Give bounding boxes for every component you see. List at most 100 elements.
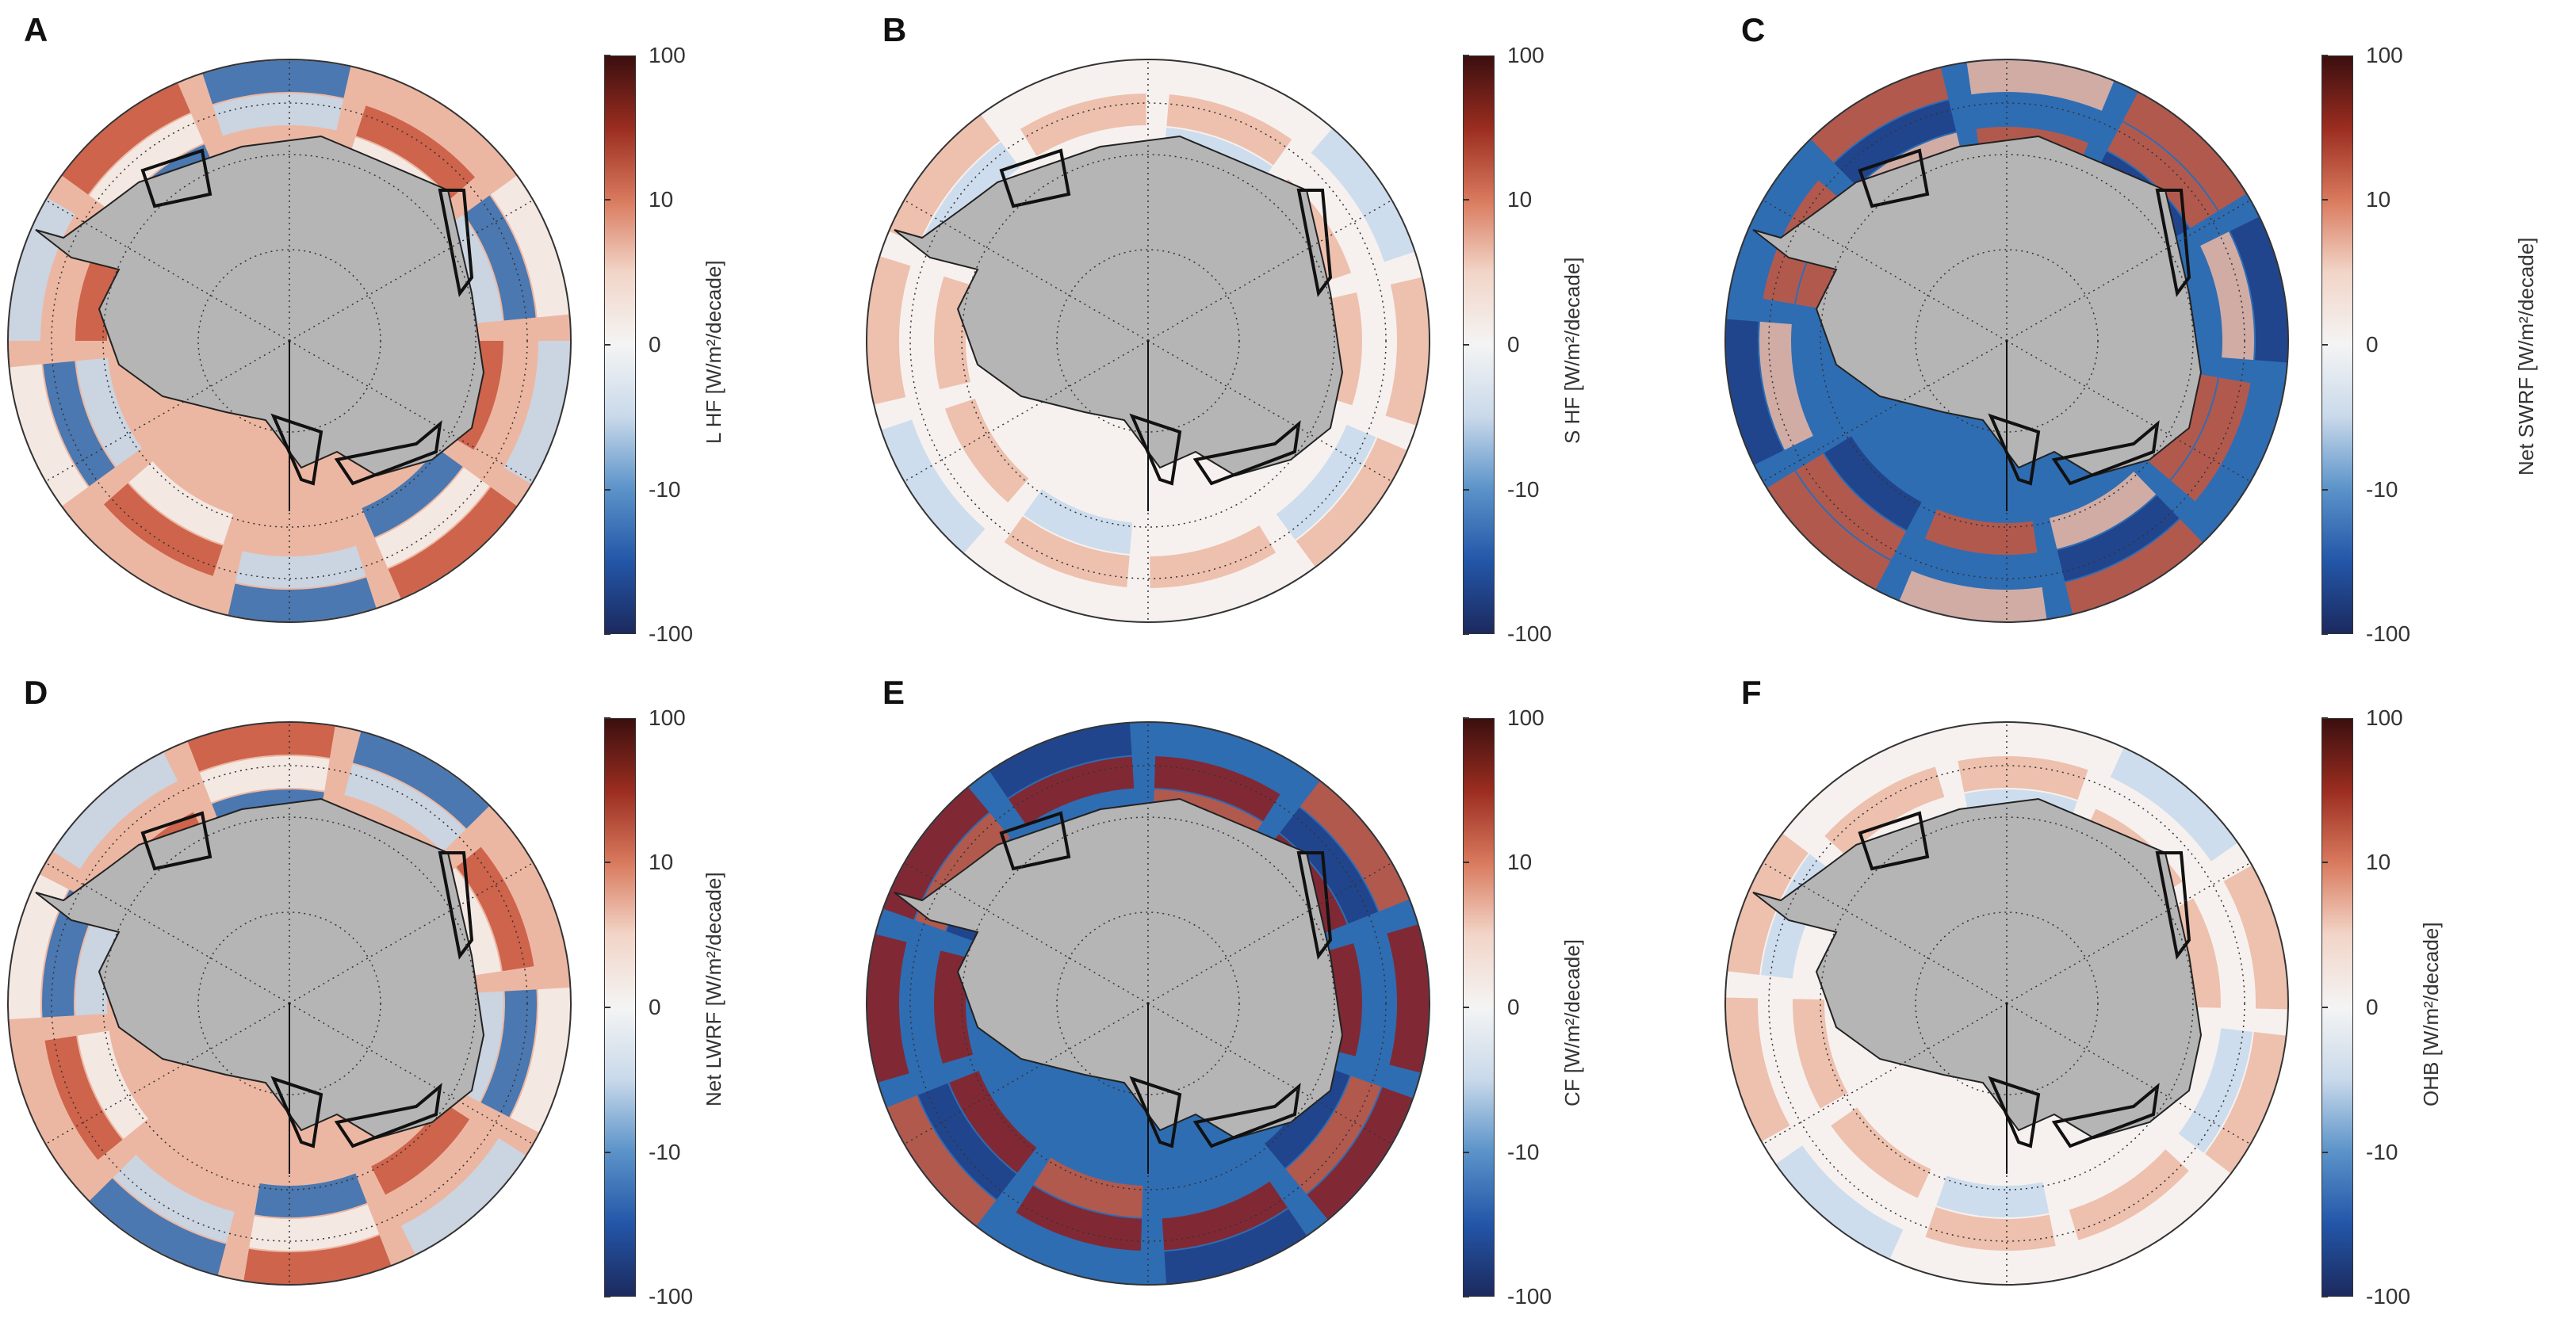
- region-box: [438, 189, 474, 297]
- panel-letter: C: [1741, 11, 1766, 48]
- region-box: [2051, 420, 2160, 486]
- graticule: [904, 59, 1392, 622]
- colorbar-tick-label: 10: [1507, 850, 1533, 874]
- colorbar-tick-label: -10: [649, 477, 681, 502]
- colorbar-tick-label: 100: [1507, 705, 1544, 730]
- panel-letter: E: [882, 674, 905, 711]
- polar-map: [866, 59, 1430, 623]
- region-box: [270, 413, 323, 486]
- region-box: [1988, 413, 2041, 486]
- colorbar-tick-label: 100: [1507, 43, 1544, 67]
- colorbar-tick-label: 100: [2366, 705, 2403, 730]
- colorbar-tick-label: 0: [649, 995, 661, 1019]
- colorbar-tick-label: -10: [649, 1140, 681, 1164]
- colorbar-tick-mark: [1463, 1152, 1469, 1153]
- colorbar-tick-mark: [604, 1007, 611, 1008]
- panel-a: A 100 10 0 -10 -100 L HF [W/m²/decade]: [0, 0, 859, 663]
- map-border: [1724, 59, 2289, 623]
- colorbar-tick-label: 10: [1507, 187, 1533, 212]
- colorbar-tick-label: 0: [649, 332, 661, 357]
- region-box: [2155, 189, 2191, 297]
- colorbar-tick-label: -10: [1507, 1140, 1540, 1164]
- polar-map: [1724, 59, 2289, 623]
- colorbar-label: L HF [W/m²/decade]: [702, 260, 725, 444]
- panel-letter: A: [24, 11, 48, 48]
- graticule: [904, 722, 1392, 1285]
- polar-map: [7, 721, 572, 1286]
- colorbar-tick-label: -100: [2366, 1284, 2411, 1309]
- colorbar-tick-label: 10: [649, 187, 674, 212]
- colorbar-tick-mark: [604, 55, 611, 56]
- antarctica-landmass: [35, 135, 485, 477]
- colorbar-tick-label: 100: [2366, 43, 2403, 67]
- colorbar-tick-label: 10: [2366, 850, 2391, 874]
- colorbar-label: Net LWRF [W/m²/decade]: [702, 872, 725, 1106]
- map-border: [1724, 721, 2289, 1286]
- colorbar-tick-label: 0: [2366, 995, 2379, 1019]
- map-border: [866, 721, 1430, 1286]
- region-box: [1988, 1076, 2041, 1148]
- colorbar-tick-mark: [2321, 489, 2328, 491]
- colorbar-tick-mark: [604, 199, 611, 201]
- colorbar-tick-mark: [1463, 633, 1469, 635]
- colorbar-tick-mark: [1463, 344, 1469, 346]
- colorbar-tick-mark: [1463, 489, 1469, 491]
- region-box: [1192, 420, 1301, 486]
- colorbar-tick-mark: [1463, 55, 1469, 56]
- polar-map: [866, 721, 1430, 1286]
- panel-letter: D: [24, 674, 48, 711]
- panel-b: B 100 10 0 -10 -100 S HF [W/m²/decade]: [859, 0, 1717, 663]
- panel-d: D 100 10 0 -10 -100 Net LWRF [W/m²/decade]: [0, 663, 859, 1325]
- panel-letter: F: [1741, 674, 1762, 711]
- colorbar-tick-mark: [604, 344, 611, 346]
- graticule: [1763, 722, 2251, 1285]
- colorbar-tick-label: -100: [2366, 621, 2411, 646]
- region-box: [1858, 811, 1930, 871]
- colorbar-label: Net SWRF [W/m²/decade]: [2514, 237, 2538, 476]
- colorbar-tick-mark: [2321, 1152, 2328, 1153]
- polar-map: [7, 59, 572, 623]
- colorbar-tick-mark: [2321, 862, 2328, 863]
- colorbar-tick-label: 10: [649, 850, 674, 874]
- panel-c: C 100 10 0 -10 -100 Net SWRF [W/m²/decade]: [1717, 0, 2576, 663]
- region-box: [140, 811, 212, 871]
- colorbar-tick-mark: [1463, 199, 1469, 201]
- colorbar-tick-mark: [1463, 717, 1469, 719]
- antarctica-landmass: [1752, 135, 2203, 477]
- map-border: [7, 59, 572, 623]
- region-box: [1858, 148, 1930, 208]
- colorbar-tick-label: -100: [649, 1284, 694, 1309]
- region-box: [1129, 1076, 1182, 1148]
- colorbar-tick-mark: [2321, 1296, 2328, 1297]
- colorbar-label: CF [W/m²/decade]: [1560, 939, 1584, 1106]
- colorbar-label: OHB [W/m²/decade]: [2419, 922, 2443, 1106]
- colorbar-tick-mark: [2321, 717, 2328, 719]
- colorbar-tick-mark: [604, 717, 611, 719]
- graticule: [1763, 59, 2251, 622]
- colorbar-tick-label: 100: [649, 705, 686, 730]
- colorbar-tick-mark: [604, 489, 611, 491]
- colorbar-tick-mark: [2321, 344, 2328, 346]
- colorbar-tick-label: -10: [1507, 477, 1540, 502]
- region-box: [270, 1076, 323, 1148]
- antarctica-landmass: [35, 797, 485, 1140]
- region-box: [2051, 1083, 2160, 1148]
- panel-letter: B: [882, 11, 907, 48]
- map-border: [7, 721, 572, 1286]
- colorbar-tick-mark: [1463, 1007, 1469, 1008]
- region-box: [334, 420, 442, 486]
- antarctica-landmass: [1752, 797, 2203, 1140]
- colorbar-tick-label: -100: [1507, 621, 1552, 646]
- region-box: [334, 1083, 442, 1148]
- panel-f: F 100 10 0 -10 -100 OHB [W/m²/decade]: [1717, 663, 2576, 1325]
- region-box: [1192, 1083, 1301, 1148]
- colorbar-tick-mark: [604, 1152, 611, 1153]
- region-box: [438, 851, 474, 960]
- region-box: [1129, 413, 1182, 486]
- colorbar-tick-label: 0: [1507, 995, 1520, 1019]
- graticule: [45, 722, 534, 1285]
- colorbar-tick-mark: [604, 862, 611, 863]
- colorbar-tick-label: 10: [2366, 187, 2391, 212]
- colorbar-tick-label: -100: [1507, 1284, 1552, 1309]
- colorbar-tick-label: 0: [2366, 332, 2379, 357]
